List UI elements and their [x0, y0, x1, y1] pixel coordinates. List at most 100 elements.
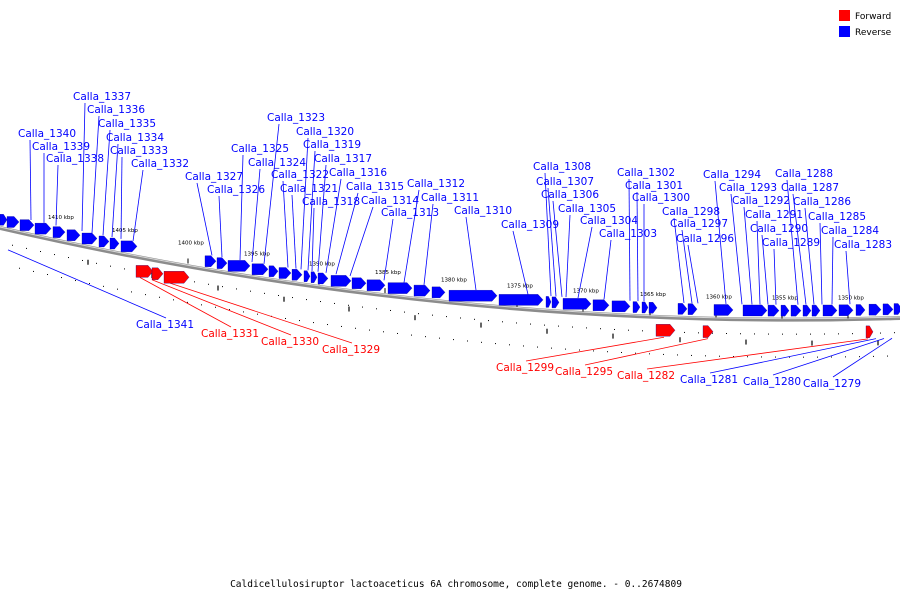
- gene-arrow[interactable]: [310, 271, 318, 283]
- gene-label-reverse[interactable]: Calla_1284: [821, 225, 879, 237]
- gene-label-reverse[interactable]: Calla_1300: [632, 192, 690, 204]
- gene-label-reverse[interactable]: Calla_1341: [136, 319, 194, 331]
- gene-label-reverse[interactable]: Calla_1339: [32, 141, 90, 153]
- gene-arrow[interactable]: [702, 325, 714, 338]
- gene-arrow[interactable]: [632, 301, 641, 313]
- gene-label-forward[interactable]: Calla_1295: [555, 366, 613, 378]
- gene-arrow[interactable]: [611, 300, 631, 312]
- gene-arrow[interactable]: [163, 271, 190, 284]
- gene-label-reverse[interactable]: Calla_1305: [558, 203, 616, 215]
- gene-arrow[interactable]: [865, 325, 874, 338]
- gene-arrow[interactable]: [713, 304, 734, 316]
- gene-arrow[interactable]: [66, 229, 81, 241]
- gene-arrow[interactable]: [330, 275, 352, 287]
- gene-arrow[interactable]: [34, 223, 52, 235]
- gene-label-reverse[interactable]: Calla_1317: [314, 153, 372, 165]
- gene-arrow[interactable]: [303, 270, 311, 282]
- gene-label-reverse[interactable]: Calla_1310: [454, 205, 512, 217]
- gene-label-reverse[interactable]: Calla_1288: [775, 168, 833, 180]
- gene-label-reverse[interactable]: Calla_1314: [361, 195, 419, 207]
- gene-arrow[interactable]: [317, 272, 329, 285]
- gene-arrow[interactable]: [551, 296, 560, 309]
- gene-label-reverse[interactable]: Calla_1338: [46, 153, 104, 165]
- gene-arrow[interactable]: [52, 226, 66, 238]
- gene-label-reverse[interactable]: Calla_1289: [762, 237, 820, 249]
- gene-label-reverse[interactable]: Calla_1309: [501, 219, 559, 231]
- gene-arrow[interactable]: [562, 298, 592, 310]
- gene-label-reverse[interactable]: Calla_1304: [580, 215, 638, 227]
- gene-arrow[interactable]: [6, 216, 20, 228]
- gene-label-reverse[interactable]: Calla_1323: [267, 112, 325, 124]
- gene-arrow[interactable]: [387, 282, 413, 294]
- gene-label-reverse[interactable]: Calla_1333: [110, 145, 168, 157]
- gene-label-reverse[interactable]: Calla_1336: [87, 104, 145, 116]
- gene-arrow[interactable]: [868, 304, 882, 316]
- gene-arrow[interactable]: [366, 279, 386, 291]
- gene-label-reverse[interactable]: Calla_1311: [421, 192, 479, 204]
- gene-arrow[interactable]: [687, 303, 698, 315]
- gene-arrow[interactable]: [251, 263, 269, 275]
- gene-arrow[interactable]: [780, 305, 790, 317]
- gene-label-reverse[interactable]: Calla_1283: [834, 239, 892, 251]
- gene-label-reverse[interactable]: Calla_1302: [617, 167, 675, 179]
- gene-label-reverse[interactable]: Calla_1306: [541, 189, 599, 201]
- gene-label-reverse[interactable]: Calla_1303: [599, 228, 657, 240]
- gene-label-reverse[interactable]: Calla_1301: [625, 180, 683, 192]
- gene-arrow[interactable]: [545, 296, 552, 308]
- gene-label-reverse[interactable]: Calla_1318: [302, 196, 360, 208]
- gene-label-reverse[interactable]: Calla_1297: [670, 218, 728, 230]
- gene-arrow[interactable]: [98, 235, 110, 248]
- gene-arrow[interactable]: [822, 304, 838, 317]
- gene-label-forward[interactable]: Calla_1329: [322, 344, 380, 356]
- gene-arrow[interactable]: [655, 324, 676, 337]
- gene-label-reverse[interactable]: Calla_1291: [745, 209, 803, 221]
- gene-arrow[interactable]: [641, 301, 649, 314]
- gene-label-reverse[interactable]: Calla_1308: [533, 161, 591, 173]
- gene-arrow[interactable]: [811, 304, 821, 317]
- gene-label-reverse[interactable]: Calla_1324: [248, 157, 306, 169]
- gene-label-reverse[interactable]: Calla_1325: [231, 143, 289, 155]
- gene-label-forward[interactable]: Calla_1282: [617, 370, 675, 382]
- gene-label-reverse[interactable]: Calla_1332: [131, 158, 189, 170]
- gene-arrow[interactable]: [351, 277, 367, 289]
- gene-arrow[interactable]: [855, 304, 866, 316]
- gene-label-forward[interactable]: Calla_1299: [496, 362, 554, 374]
- gene-arrow[interactable]: [120, 240, 138, 253]
- gene-arrow[interactable]: [790, 305, 802, 317]
- gene-label-reverse[interactable]: Calla_1290: [750, 223, 808, 235]
- gene-label-forward[interactable]: Calla_1331: [201, 328, 259, 340]
- gene-arrow[interactable]: [135, 265, 154, 278]
- gene-arrow[interactable]: [767, 304, 780, 317]
- gene-arrow[interactable]: [19, 219, 35, 231]
- gene-arrow[interactable]: [291, 269, 303, 281]
- gene-label-reverse[interactable]: Calla_1298: [662, 206, 720, 218]
- gene-arrow[interactable]: [216, 257, 228, 269]
- gene-label-reverse[interactable]: Calla_1292: [732, 195, 790, 207]
- gene-arrow[interactable]: [893, 303, 900, 315]
- gene-arrow[interactable]: [802, 304, 812, 317]
- gene-label-reverse[interactable]: Calla_1319: [303, 139, 361, 151]
- gene-arrow[interactable]: [227, 260, 251, 272]
- gene-label-reverse[interactable]: Calla_1327: [185, 171, 243, 183]
- gene-label-reverse[interactable]: Calla_1293: [719, 182, 777, 194]
- gene-arrow[interactable]: [677, 303, 688, 315]
- gene-label-reverse[interactable]: Calla_1320: [296, 126, 354, 138]
- gene-label-reverse[interactable]: Calla_1335: [98, 118, 156, 130]
- gene-label-reverse[interactable]: Calla_1326: [207, 184, 265, 196]
- gene-label-reverse[interactable]: Calla_1294: [703, 169, 761, 181]
- gene-arrow[interactable]: [0, 214, 8, 226]
- gene-label-reverse[interactable]: Calla_1316: [329, 167, 387, 179]
- gene-arrow[interactable]: [838, 304, 854, 316]
- gene-arrow[interactable]: [413, 284, 431, 297]
- gene-label-reverse[interactable]: Calla_1281: [680, 374, 738, 386]
- gene-arrow[interactable]: [431, 286, 446, 298]
- gene-label-reverse[interactable]: Calla_1279: [803, 378, 861, 390]
- gene-label-reverse[interactable]: Calla_1307: [536, 176, 594, 188]
- gene-arrow[interactable]: [81, 232, 98, 245]
- gene-label-reverse[interactable]: Calla_1312: [407, 178, 465, 190]
- gene-label-reverse[interactable]: Calla_1287: [781, 182, 839, 194]
- gene-arrow[interactable]: [448, 290, 498, 302]
- gene-label-reverse[interactable]: Calla_1322: [271, 169, 329, 181]
- gene-label-reverse[interactable]: Calla_1315: [346, 181, 404, 193]
